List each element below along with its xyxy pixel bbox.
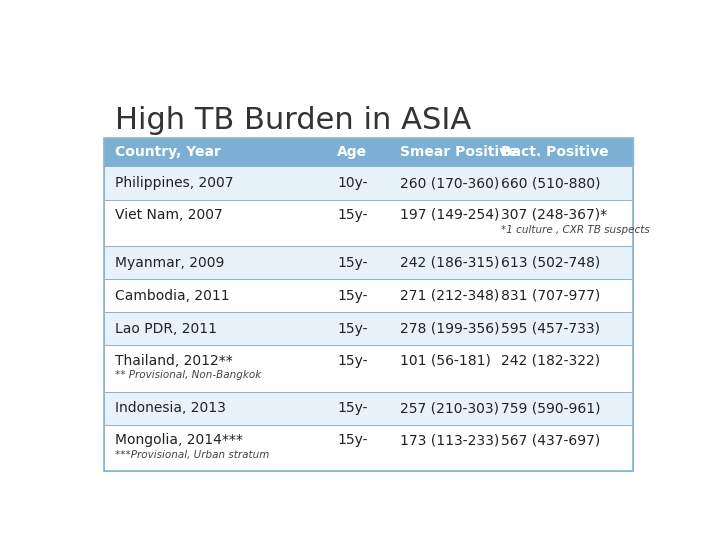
Bar — [104, 425, 632, 471]
Text: 595 (457-733): 595 (457-733) — [501, 322, 600, 336]
Text: 15y-: 15y- — [337, 255, 367, 269]
Text: 660 (510-880): 660 (510-880) — [501, 176, 600, 190]
Text: 197 (149-254): 197 (149-254) — [400, 208, 500, 222]
Text: 101 (56-181): 101 (56-181) — [400, 354, 491, 368]
Text: 278 (199-356): 278 (199-356) — [400, 322, 500, 336]
Text: ** Provisional, Non-Bangkok: ** Provisional, Non-Bangkok — [115, 370, 261, 381]
Text: 831 (707-977): 831 (707-977) — [501, 289, 600, 302]
Text: 15y-: 15y- — [337, 354, 367, 368]
Text: High TB Burden in ASIA: High TB Burden in ASIA — [115, 106, 472, 135]
Text: 613 (502-748): 613 (502-748) — [501, 255, 600, 269]
Bar — [104, 345, 632, 392]
Text: 759 (590-961): 759 (590-961) — [501, 401, 600, 415]
Text: Lao PDR, 2011: Lao PDR, 2011 — [115, 322, 217, 336]
Text: Thailand, 2012**: Thailand, 2012** — [115, 354, 233, 368]
Bar — [104, 279, 632, 312]
Text: 15y-: 15y- — [337, 208, 367, 222]
Bar — [104, 246, 632, 279]
Text: 15y-: 15y- — [337, 289, 367, 302]
Text: 10y-: 10y- — [337, 176, 367, 190]
Bar — [104, 166, 632, 199]
Bar — [104, 392, 632, 425]
Text: Philippines, 2007: Philippines, 2007 — [115, 176, 233, 190]
Text: 242 (182-322): 242 (182-322) — [501, 354, 600, 368]
Text: Myanmar, 2009: Myanmar, 2009 — [115, 255, 225, 269]
Bar — [104, 312, 632, 345]
Text: Viet Nam, 2007: Viet Nam, 2007 — [115, 208, 222, 222]
Bar — [104, 138, 632, 166]
Text: 15y-: 15y- — [337, 322, 367, 336]
Text: 271 (212-348): 271 (212-348) — [400, 289, 500, 302]
Bar — [104, 138, 632, 471]
Text: Country, Year: Country, Year — [115, 145, 221, 159]
Text: ***Provisional, Urban stratum: ***Provisional, Urban stratum — [115, 450, 269, 460]
Text: 15y-: 15y- — [337, 401, 367, 415]
Text: Indonesia, 2013: Indonesia, 2013 — [115, 401, 226, 415]
Text: Cambodia, 2011: Cambodia, 2011 — [115, 289, 230, 302]
Text: Bact. Positive: Bact. Positive — [501, 145, 608, 159]
Text: 242 (186-315): 242 (186-315) — [400, 255, 500, 269]
Text: 260 (170-360): 260 (170-360) — [400, 176, 500, 190]
Text: Age: Age — [337, 145, 367, 159]
Text: Mongolia, 2014***: Mongolia, 2014*** — [115, 433, 243, 447]
Text: 307 (248-367)*: 307 (248-367)* — [501, 208, 607, 222]
Text: 257 (210-303): 257 (210-303) — [400, 401, 500, 415]
Text: Smear Positive: Smear Positive — [400, 145, 518, 159]
Text: *1 culture , CXR TB suspects: *1 culture , CXR TB suspects — [501, 225, 649, 235]
Bar — [104, 199, 632, 246]
Text: 15y-: 15y- — [337, 433, 367, 447]
Text: 567 (437-697): 567 (437-697) — [501, 433, 600, 447]
Text: 173 (113-233): 173 (113-233) — [400, 433, 500, 447]
